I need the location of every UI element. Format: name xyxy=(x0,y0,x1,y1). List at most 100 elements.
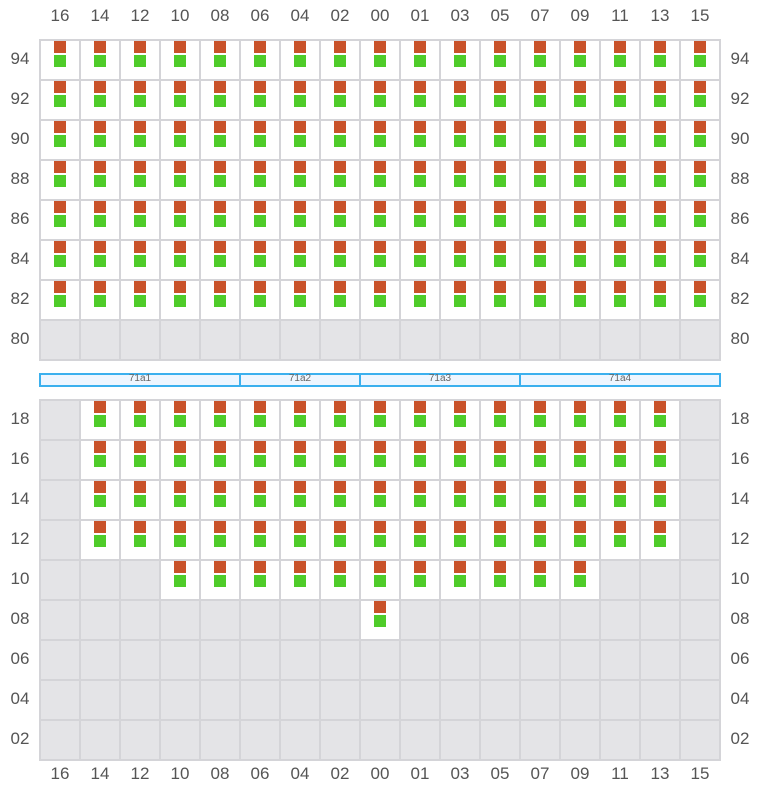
slot-empty[interactable] xyxy=(81,721,121,761)
slot-occupied[interactable] xyxy=(121,481,161,521)
slot-occupied[interactable] xyxy=(161,201,201,241)
slot-occupied[interactable] xyxy=(161,561,201,601)
slot-occupied[interactable] xyxy=(321,41,361,81)
slot-empty[interactable] xyxy=(41,481,81,521)
slot-occupied[interactable] xyxy=(241,441,281,481)
slot-occupied[interactable] xyxy=(401,561,441,601)
slot-occupied[interactable] xyxy=(321,81,361,121)
slot-occupied[interactable] xyxy=(241,161,281,201)
slot-occupied[interactable] xyxy=(361,561,401,601)
slot-occupied[interactable] xyxy=(521,241,561,281)
slot-occupied[interactable] xyxy=(481,81,521,121)
slot-empty[interactable] xyxy=(401,681,441,721)
slot-occupied[interactable] xyxy=(321,281,361,321)
slot-occupied[interactable] xyxy=(281,201,321,241)
slot-occupied[interactable] xyxy=(81,241,121,281)
slot-occupied[interactable] xyxy=(681,121,721,161)
zone-bar-71a2[interactable]: 71a2 xyxy=(239,373,361,387)
slot-occupied[interactable] xyxy=(601,281,641,321)
slot-empty[interactable] xyxy=(601,601,641,641)
slot-occupied[interactable] xyxy=(241,521,281,561)
slot-empty[interactable] xyxy=(41,441,81,481)
slot-occupied[interactable] xyxy=(601,441,641,481)
slot-occupied[interactable] xyxy=(121,161,161,201)
slot-occupied[interactable] xyxy=(481,561,521,601)
slot-empty[interactable] xyxy=(81,561,121,601)
slot-occupied[interactable] xyxy=(641,281,681,321)
slot-empty[interactable] xyxy=(561,681,601,721)
slot-occupied[interactable] xyxy=(481,401,521,441)
slot-occupied[interactable] xyxy=(681,201,721,241)
slot-empty[interactable] xyxy=(561,721,601,761)
slot-occupied[interactable] xyxy=(41,81,81,121)
slot-occupied[interactable] xyxy=(201,441,241,481)
slot-occupied[interactable] xyxy=(121,441,161,481)
slot-occupied[interactable] xyxy=(41,241,81,281)
slot-occupied[interactable] xyxy=(641,121,681,161)
slot-occupied[interactable] xyxy=(561,481,601,521)
slot-occupied[interactable] xyxy=(281,401,321,441)
slot-occupied[interactable] xyxy=(81,441,121,481)
slot-occupied[interactable] xyxy=(121,241,161,281)
slot-occupied[interactable] xyxy=(121,521,161,561)
zone-bar-71a4[interactable]: 71a4 xyxy=(519,373,721,387)
slot-empty[interactable] xyxy=(361,321,401,361)
slot-empty[interactable] xyxy=(241,641,281,681)
slot-occupied[interactable] xyxy=(561,201,601,241)
slot-occupied[interactable] xyxy=(281,161,321,201)
slot-empty[interactable] xyxy=(81,641,121,681)
slot-empty[interactable] xyxy=(401,721,441,761)
slot-occupied[interactable] xyxy=(201,281,241,321)
slot-empty[interactable] xyxy=(161,641,201,681)
slot-occupied[interactable] xyxy=(281,281,321,321)
slot-occupied[interactable] xyxy=(481,121,521,161)
slot-occupied[interactable] xyxy=(441,241,481,281)
slot-occupied[interactable] xyxy=(401,41,441,81)
slot-empty[interactable] xyxy=(241,321,281,361)
slot-empty[interactable] xyxy=(121,641,161,681)
slot-occupied[interactable] xyxy=(81,281,121,321)
slot-empty[interactable] xyxy=(161,721,201,761)
slot-occupied[interactable] xyxy=(361,401,401,441)
slot-occupied[interactable] xyxy=(121,81,161,121)
slot-occupied[interactable] xyxy=(641,41,681,81)
slot-occupied[interactable] xyxy=(561,441,601,481)
slot-occupied[interactable] xyxy=(201,121,241,161)
slot-occupied[interactable] xyxy=(361,601,401,641)
slot-empty[interactable] xyxy=(641,601,681,641)
slot-empty[interactable] xyxy=(481,601,521,641)
slot-occupied[interactable] xyxy=(281,81,321,121)
slot-occupied[interactable] xyxy=(161,481,201,521)
slot-occupied[interactable] xyxy=(361,521,401,561)
slot-occupied[interactable] xyxy=(241,201,281,241)
slot-occupied[interactable] xyxy=(601,201,641,241)
slot-empty[interactable] xyxy=(41,521,81,561)
slot-empty[interactable] xyxy=(481,721,521,761)
slot-empty[interactable] xyxy=(601,641,641,681)
slot-empty[interactable] xyxy=(241,681,281,721)
slot-occupied[interactable] xyxy=(201,561,241,601)
slot-occupied[interactable] xyxy=(641,201,681,241)
slot-empty[interactable] xyxy=(641,641,681,681)
slot-empty[interactable] xyxy=(201,681,241,721)
slot-occupied[interactable] xyxy=(161,161,201,201)
slot-empty[interactable] xyxy=(81,321,121,361)
slot-empty[interactable] xyxy=(321,321,361,361)
slot-occupied[interactable] xyxy=(161,241,201,281)
slot-occupied[interactable] xyxy=(161,41,201,81)
slot-empty[interactable] xyxy=(521,681,561,721)
slot-occupied[interactable] xyxy=(361,121,401,161)
slot-empty[interactable] xyxy=(321,681,361,721)
slot-occupied[interactable] xyxy=(361,201,401,241)
slot-occupied[interactable] xyxy=(481,201,521,241)
slot-occupied[interactable] xyxy=(561,561,601,601)
slot-occupied[interactable] xyxy=(441,121,481,161)
slot-empty[interactable] xyxy=(641,561,681,601)
slot-occupied[interactable] xyxy=(401,401,441,441)
slot-occupied[interactable] xyxy=(481,161,521,201)
slot-empty[interactable] xyxy=(41,721,81,761)
slot-occupied[interactable] xyxy=(281,441,321,481)
slot-occupied[interactable] xyxy=(401,161,441,201)
slot-empty[interactable] xyxy=(521,641,561,681)
slot-occupied[interactable] xyxy=(241,481,281,521)
